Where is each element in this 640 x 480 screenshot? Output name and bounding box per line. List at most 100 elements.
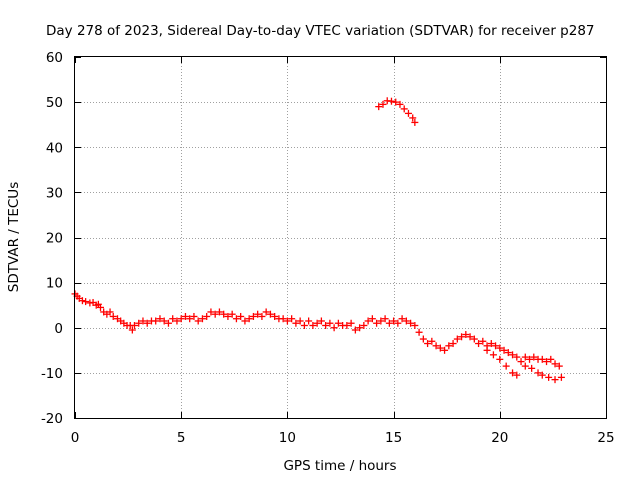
data-point: [509, 369, 517, 377]
ticks: [75, 57, 607, 419]
data-point: [407, 319, 415, 327]
data-point: [258, 312, 266, 320]
data-point: [509, 351, 517, 359]
data-point: [555, 362, 563, 370]
data-point: [517, 358, 525, 366]
data-point: [445, 342, 453, 350]
data-point: [458, 333, 466, 341]
chart-title: Day 278 of 2023, Sidereal Day-to-day VTE…: [46, 23, 595, 39]
data-point: [194, 317, 202, 325]
data-point: [135, 319, 143, 327]
data-point: [530, 353, 538, 361]
data-point: [534, 369, 542, 377]
data-point: [160, 317, 168, 325]
data-point: [228, 310, 236, 318]
data-point: [557, 373, 565, 381]
data-point: [313, 319, 321, 327]
data-point: [271, 312, 279, 320]
data-point: [547, 355, 555, 363]
data-point: [521, 362, 529, 370]
data-point: [428, 337, 436, 345]
data-point: [164, 319, 172, 327]
data-point: [551, 360, 559, 368]
x-tick-label: 20: [491, 430, 508, 446]
data-point: [241, 317, 249, 325]
data-point: [513, 371, 521, 379]
data-point: [543, 358, 551, 366]
x-tick-label: 10: [279, 430, 296, 446]
data-point: [203, 312, 211, 320]
data-point: [198, 315, 206, 323]
data-point: [470, 335, 478, 343]
y-tick-label: -10: [41, 366, 63, 382]
data-point: [496, 344, 504, 352]
data-point: [466, 333, 474, 341]
x-tick-label: 25: [597, 430, 614, 446]
data-point: [400, 105, 408, 113]
data-point: [283, 317, 291, 325]
data-point: [330, 324, 338, 332]
data-point: [279, 315, 287, 323]
data-point: [381, 315, 389, 323]
data-point: [109, 312, 117, 320]
data-point: [232, 315, 240, 323]
x-tick-label: 0: [71, 430, 80, 446]
y-tick-label: 20: [46, 231, 63, 247]
data-point: [373, 319, 381, 327]
data-point: [368, 315, 376, 323]
data-point: [351, 326, 359, 334]
data-point: [262, 308, 270, 316]
data-point: [387, 97, 395, 105]
data-point: [343, 321, 351, 329]
data-point: [220, 310, 228, 318]
data-point: [538, 371, 546, 379]
data-point: [356, 324, 364, 332]
data-point: [449, 340, 457, 348]
data-point: [526, 355, 534, 363]
data-point: [249, 312, 257, 320]
data-point: [245, 315, 253, 323]
data-point: [419, 335, 427, 343]
data-point: [254, 310, 262, 318]
data-point: [322, 321, 330, 329]
x-axis-label: GPS time / hours: [283, 458, 396, 474]
data-point: [128, 326, 136, 334]
data-point: [487, 340, 495, 348]
data-point: [409, 114, 417, 122]
data-point: [169, 315, 177, 323]
data-point: [441, 346, 449, 354]
data-point: [237, 312, 245, 320]
data-point: [379, 100, 387, 108]
x-tick-label: 15: [385, 430, 402, 446]
data-point: [177, 315, 185, 323]
data-point: [479, 337, 487, 345]
data-point: [296, 317, 304, 325]
y-tick-label: 50: [46, 95, 63, 111]
y-tick-labels: -20 -10 0 10 20 30 40 50 60: [41, 50, 63, 427]
data-point: [309, 321, 317, 329]
data-point: [404, 109, 412, 117]
data-point: [130, 321, 138, 329]
data-point: [489, 351, 497, 359]
data-point: [292, 319, 300, 327]
data-point: [347, 319, 355, 327]
data-point: [528, 364, 536, 372]
data-point: [224, 312, 232, 320]
data-point: [396, 100, 404, 108]
data-point: [385, 319, 393, 327]
y-tick-label: 10: [46, 276, 63, 292]
data-point: [173, 317, 181, 325]
data-point: [492, 342, 500, 350]
data-point: [211, 310, 219, 318]
data-point: [96, 303, 104, 311]
data-point: [139, 317, 147, 325]
data-point: [545, 373, 553, 381]
data-point: [496, 355, 504, 363]
data-point: [538, 355, 546, 363]
y-tick-label: 60: [46, 50, 63, 66]
data-point: [360, 321, 368, 329]
y-axis-label: SDTVAR / TECUs: [6, 182, 22, 292]
data-point: [334, 319, 342, 327]
data-point: [411, 321, 419, 329]
